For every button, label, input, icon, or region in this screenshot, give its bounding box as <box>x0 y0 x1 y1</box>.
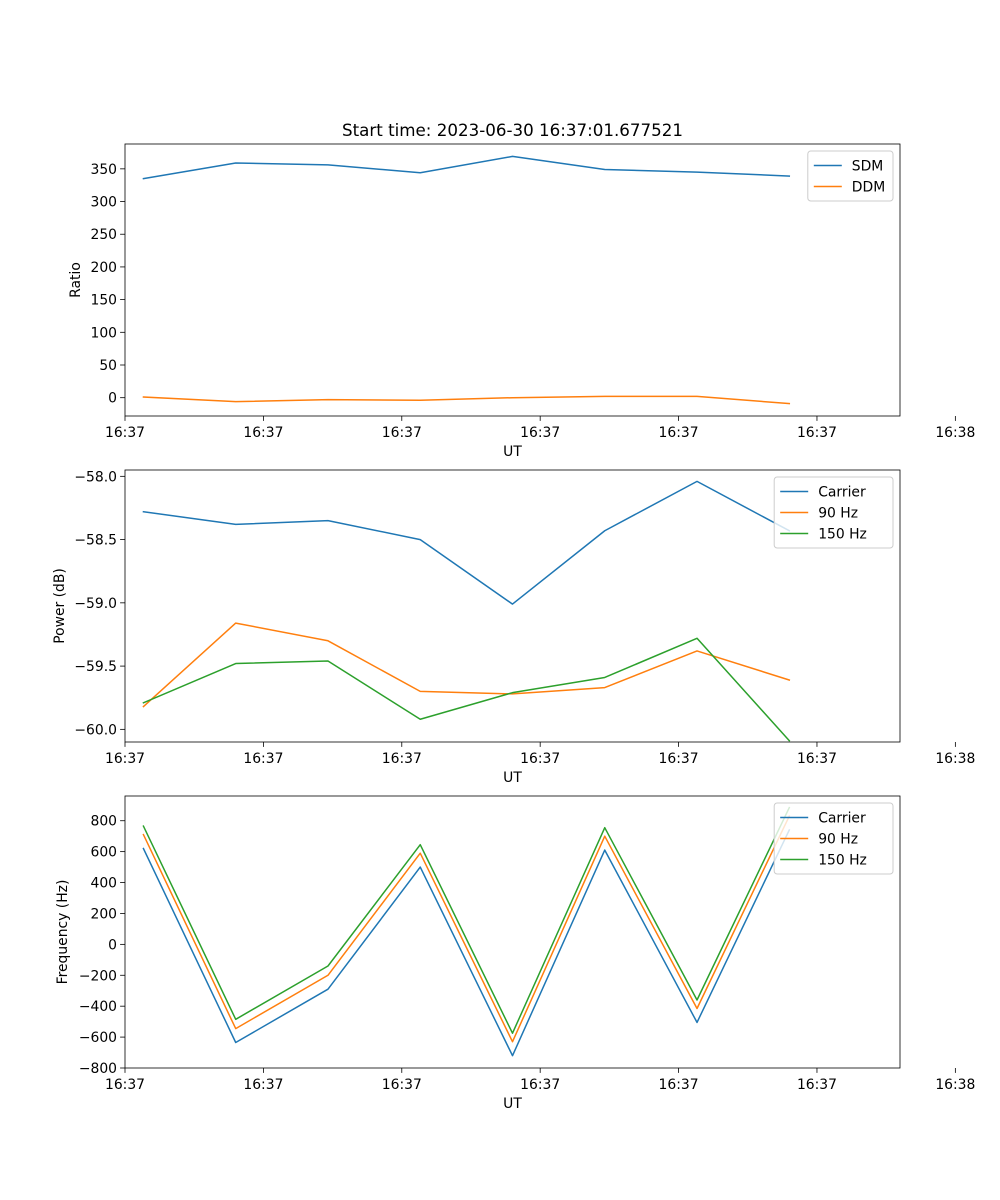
x-axis-label: UT <box>503 1096 522 1112</box>
x-tick-label: 16:37 <box>105 425 145 441</box>
legend-label: 90 Hz <box>818 832 858 848</box>
series-line-ddm <box>142 395 791 405</box>
y-tick-label: 200 <box>90 906 117 922</box>
legend-label: DDM <box>852 180 885 196</box>
legend-label: 150 Hz <box>818 527 867 543</box>
y-tick-label: −58.5 <box>74 533 117 549</box>
legend-label: 90 Hz <box>818 506 858 522</box>
x-tick-label: 16:37 <box>659 425 699 441</box>
y-tick-label: 400 <box>90 876 117 892</box>
y-tick-label: 800 <box>90 814 117 830</box>
x-tick-label: 16:37 <box>520 751 560 767</box>
x-tick-label: 16:37 <box>243 751 283 767</box>
subplot-1: 0 50 100 150 200 250 300 350 16:37 16:37 16:37 16:3… <box>68 120 975 460</box>
y-tick-label: 50 <box>99 358 117 374</box>
y-tick-label: 600 <box>90 845 117 861</box>
legend-label: SDM <box>852 159 884 175</box>
series-line-150-hz <box>142 637 791 742</box>
y-tick-label: −60.0 <box>74 722 117 738</box>
axes-frame <box>124 143 901 417</box>
x-tick-label: 16:37 <box>659 1077 699 1093</box>
x-axis-label: UT <box>503 444 522 460</box>
series-line-90-hz <box>142 622 791 708</box>
series-line-90-hz <box>142 815 791 1043</box>
x-tick-label: 16:38 <box>935 1077 975 1093</box>
x-tick-label: 16:38 <box>935 425 975 441</box>
y-axis-label: Ratio <box>68 262 84 298</box>
x-tick-label: 16:37 <box>797 425 837 441</box>
legend-frame <box>773 802 894 875</box>
legend: SDM DDM <box>807 150 894 202</box>
legend-frame <box>773 476 894 549</box>
subplot-2: −60.0 −59.5 −59.0 −58.5 −58.0 16:37 16:37 16:37… <box>52 469 975 786</box>
y-tick-label: 350 <box>90 162 117 178</box>
series-line-carrier <box>142 480 791 605</box>
axes-frame <box>124 469 901 743</box>
series-line-150-hz <box>142 806 791 1034</box>
y-tick-label: −59.0 <box>74 596 117 612</box>
y-tick-label: 0 <box>108 391 117 407</box>
x-tick-label: 16:37 <box>382 751 422 767</box>
x-tick-label: 16:37 <box>520 1077 560 1093</box>
x-tick-label: 16:37 <box>382 1077 422 1093</box>
y-axis-label: Frequency (Hz) <box>55 880 71 985</box>
y-tick-label: −58.0 <box>74 469 117 485</box>
y-tick-label: 200 <box>90 260 117 276</box>
x-tick-label: 16:37 <box>105 751 145 767</box>
y-tick-label: −59.5 <box>74 659 117 675</box>
x-tick-label: 16:37 <box>105 1077 145 1093</box>
axes-frame <box>124 795 901 1069</box>
series-line-sdm <box>142 155 791 180</box>
x-tick-label: 16:37 <box>243 1077 283 1093</box>
x-tick-label: 16:37 <box>797 751 837 767</box>
y-tick-label: 250 <box>90 227 117 243</box>
y-tick-label: −400 <box>79 999 117 1015</box>
y-tick-label: −200 <box>79 968 117 984</box>
legend-label: Carrier <box>818 811 866 827</box>
subplot-3: −800 −600 −400 −200 0 200 400 600 800 16:37 16:37 1… <box>55 795 975 1112</box>
y-tick-label: −600 <box>79 1030 117 1046</box>
series-line-carrier <box>142 828 791 1057</box>
x-tick-label: 16:37 <box>797 1077 837 1093</box>
y-tick-label: 150 <box>90 293 117 309</box>
x-tick-label: 16:37 <box>243 425 283 441</box>
legend-label: 150 Hz <box>818 853 867 869</box>
legend: Carrier 90 Hz 150 Hz <box>773 476 894 549</box>
y-tick-label: 100 <box>90 325 117 341</box>
y-axis-label: Power (dB) <box>52 568 68 644</box>
x-tick-label: 16:37 <box>382 425 422 441</box>
x-tick-label: 16:37 <box>520 425 560 441</box>
legend: Carrier 90 Hz 150 Hz <box>773 802 894 875</box>
y-tick-label: 0 <box>108 937 117 953</box>
x-axis-label: UT <box>503 770 522 786</box>
chart-title: Start time: 2023-06-30 16:37:01.677521 <box>342 120 683 140</box>
legend-label: Carrier <box>818 485 866 501</box>
legend-frame <box>807 150 894 202</box>
x-tick-label: 16:37 <box>659 751 699 767</box>
x-tick-label: 16:38 <box>935 751 975 767</box>
y-tick-label: 300 <box>90 195 117 211</box>
y-tick-label: −800 <box>79 1061 117 1077</box>
